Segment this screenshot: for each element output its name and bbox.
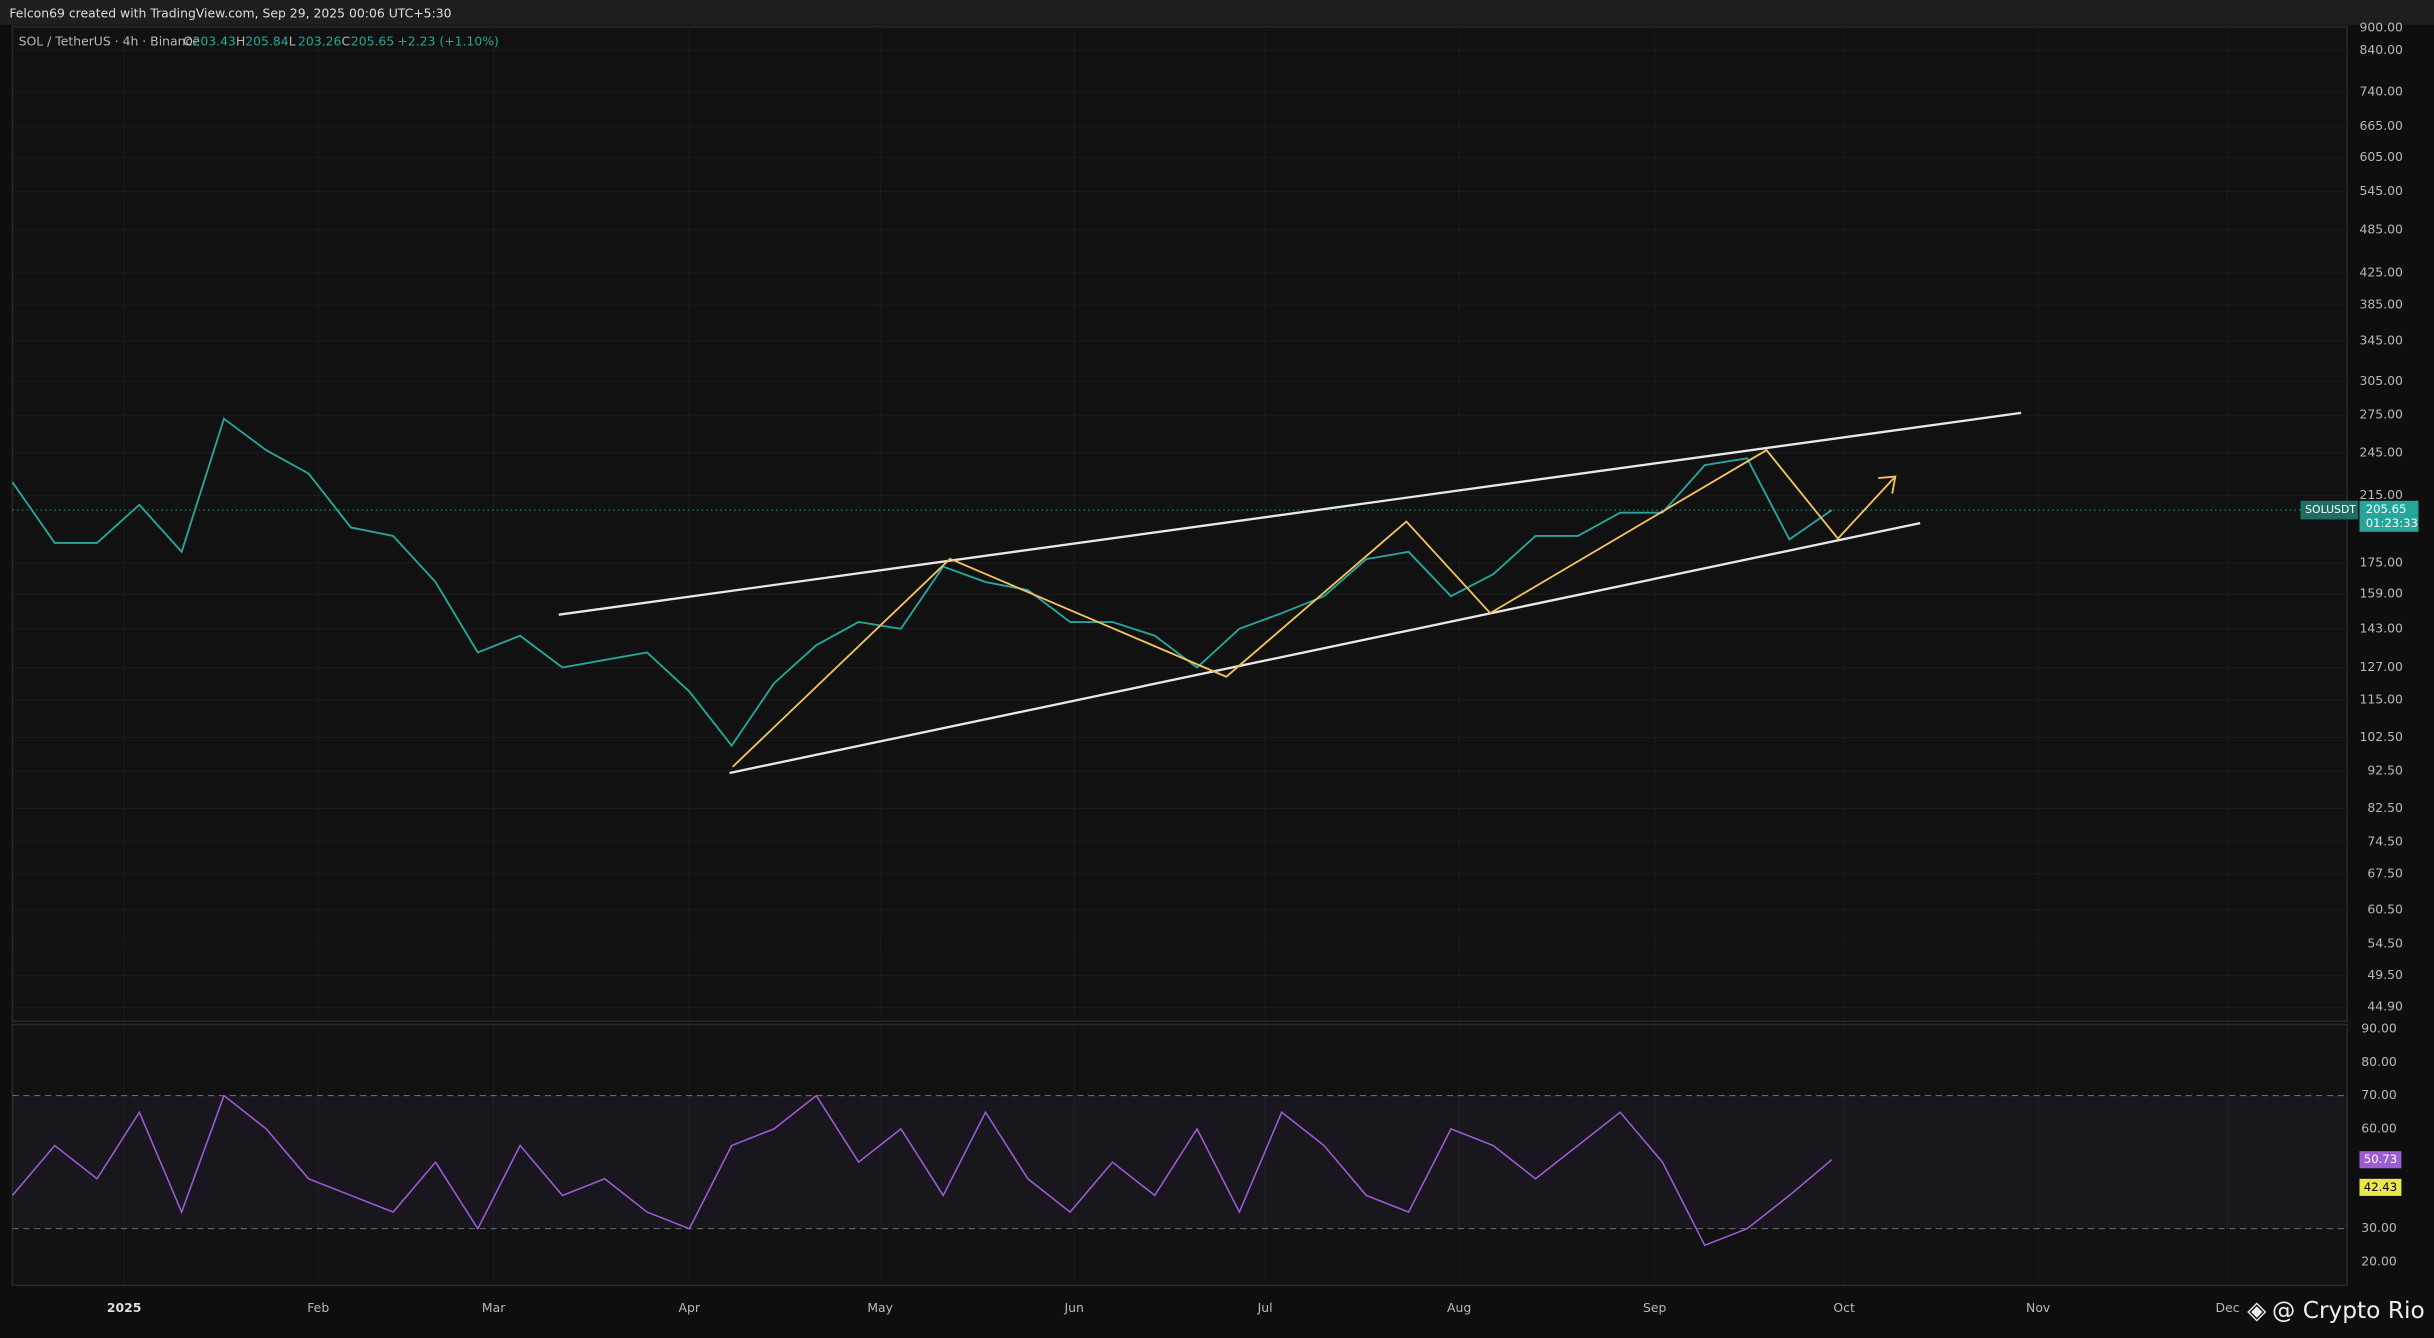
y-tick-label: 82.50 [2367,800,2403,815]
legend-label: O [183,33,193,48]
rsi-badge: 50.73 [2364,1152,2397,1166]
rsi-tick-label: 70.00 [2361,1087,2397,1102]
x-tick-label: Jun [1063,1300,1083,1315]
legend-value: 205.84 [245,33,289,48]
arrow-head [1878,475,1897,494]
rsi-badge: 42.43 [2364,1180,2397,1194]
y-tick-label: 67.50 [2367,866,2403,881]
y-tick-label: 54.50 [2367,935,2403,950]
y-tick-label: 175.00 [2360,554,2404,569]
legend-value: 203.43 [192,33,235,48]
y-tick-label: 143.00 [2360,620,2404,635]
x-tick-label: May [867,1300,893,1315]
header-title: Felcon69 created with TradingView.com, S… [9,5,451,20]
y-tick-label: 159.00 [2360,586,2404,601]
badge-price: 205.65 [2366,502,2407,516]
legend-symbol: SOL / TetherUS · 4h · Binance [19,33,200,48]
y-tick-label: 740.00 [2360,83,2404,98]
y-tick-label: 605.00 [2360,149,2404,164]
y-tick-label: 102.50 [2360,729,2404,744]
price-layer: 900.00 840.00 740.00 665.00 605.00 545.00 485.… [11,19,2419,1014]
rsi-tick-label: 80.00 [2361,1054,2397,1069]
x-tick-label: Feb [307,1300,329,1315]
y-tick-label: 44.90 [2367,999,2403,1014]
y-tick-label: 275.00 [2360,407,2404,422]
legend-change: +2.23 (+1.10%) [397,33,498,48]
zigzag [732,448,1895,768]
x-tick-label: Nov [2026,1300,2050,1315]
rsi-line [11,1094,1833,1247]
badge-price-bg [2359,500,2419,532]
legend-label: H [236,33,245,48]
y-tick-label: 127.00 [2360,659,2404,674]
rsi-tick-label: 60.00 [2361,1120,2397,1135]
x-tick-label: 2025 [107,1300,142,1315]
legend-value: 205.65 [351,33,394,48]
rsi-badge-bg [2359,1151,2402,1169]
y-tick-label: 92.50 [2367,763,2403,778]
legend-value: 203.26 [298,33,342,48]
y-tick-label: 665.00 [2360,118,2404,133]
rsi-tick-label: 20.00 [2361,1253,2397,1268]
watermark-icon: ◈ [2247,1296,2267,1325]
y-tick-label: 74.50 [2367,833,2403,848]
x-tick-label: Apr [678,1300,700,1315]
rsi-tick-label: 90.00 [2361,1021,2397,1036]
x-tick-label: Aug [1447,1300,1471,1315]
y-tick-label: 840.00 [2360,42,2404,57]
rsi-layer: 90.00 80.00 70.00 60.00 30.00 20.00 50.73 42.43 [11,1021,2402,1268]
y-tick-label: 115.00 [2360,691,2404,706]
month-grid [123,26,2229,1286]
y-tick-label: 545.00 [2360,183,2404,198]
rsi-badge-bg [2359,1178,2402,1196]
channel-lower [729,521,1921,775]
badge-symbol-bg [2300,500,2358,520]
y-tick-label: 425.00 [2360,264,2404,279]
badge-symbol: SOLUSDT [2305,503,2356,516]
y-tick-label: 385.00 [2360,297,2404,312]
legend-label: C [342,33,351,48]
y-tick-label: 485.00 [2360,221,2404,236]
x-tick-label: Dec [2216,1300,2240,1315]
y-tick-label: 215.00 [2360,487,2404,502]
y-tick-label: 345.00 [2360,333,2404,348]
y-tick-label: 49.50 [2367,967,2403,982]
x-tick-label: Oct [1833,1300,1855,1315]
y-tick-label: 900.00 [2360,19,2404,34]
price-line [11,417,1833,748]
y-tick-label: 245.00 [2360,444,2404,459]
price-pane [11,25,2348,1023]
badge-countdown: 01:23:33 [2366,516,2418,530]
x-tick-label: Jul [1257,1300,1273,1315]
legend-values: O 203.43 H 205.84 L 203.26 C 205.65 +2.23 (+1.10… [183,33,499,48]
annotations [558,411,2022,775]
rsi-band [12,1095,2348,1229]
watermark: @ Crypto Rio [2272,1297,2425,1324]
x-tick-label: Sep [1643,1300,1667,1315]
header-bar [0,0,2434,25]
legend-label: L [289,33,296,48]
rsi-tick-label: 30.00 [2361,1220,2397,1235]
x-tick-label: Mar [482,1300,506,1315]
y-tick-label: 60.50 [2367,901,2403,916]
channel-upper [558,411,2022,616]
y-tick-label: 305.00 [2360,373,2404,388]
